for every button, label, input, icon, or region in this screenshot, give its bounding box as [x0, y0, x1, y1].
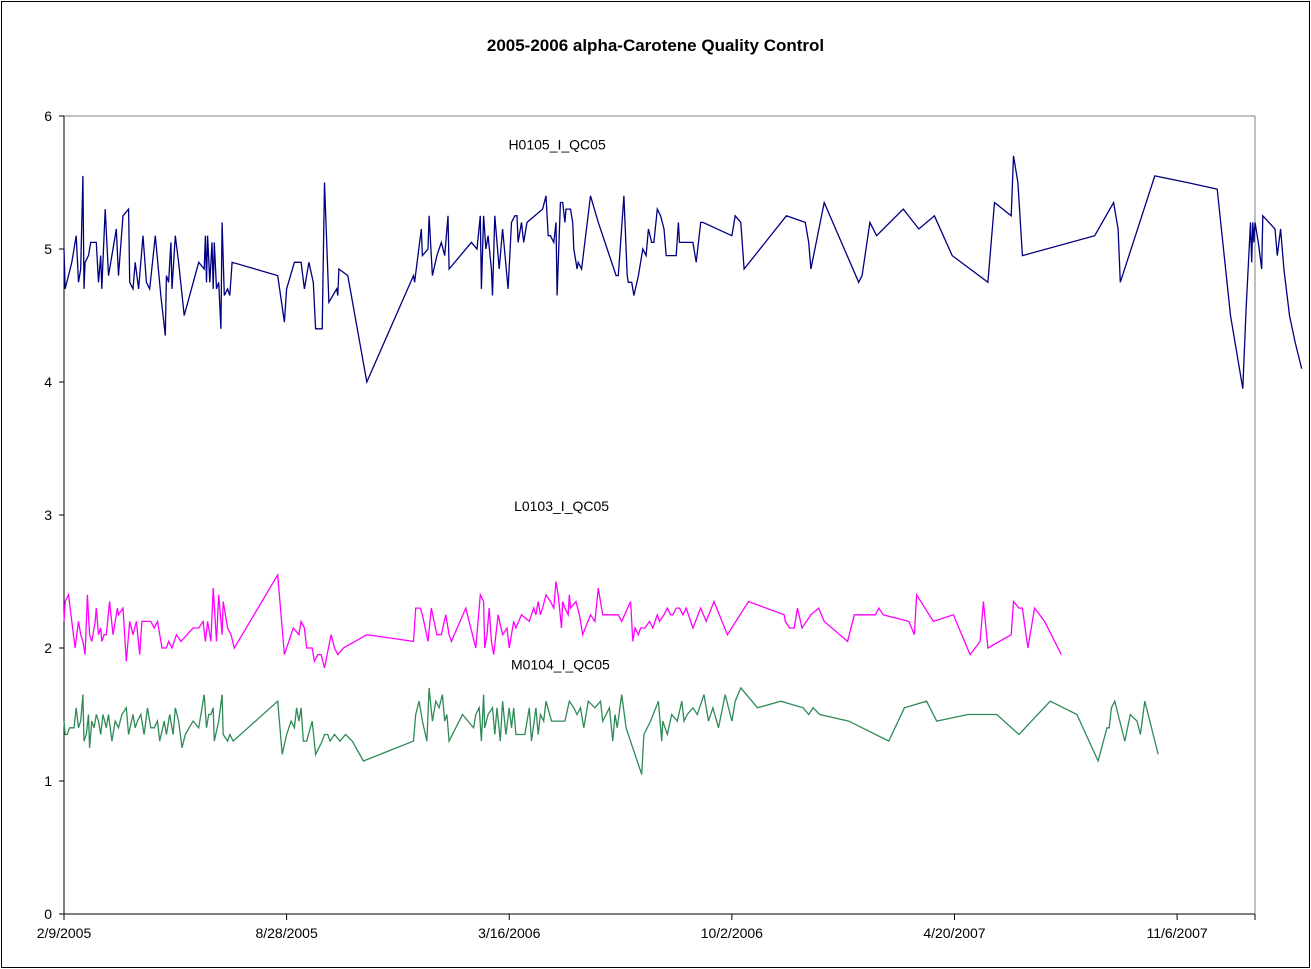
y-tick-label: 5 — [44, 241, 52, 257]
series-labels: H0105_I_QC05 L0103_I_QC05 M0104_I_QC05 — [508, 136, 610, 672]
series-label: L0103_I_QC05 — [514, 498, 609, 514]
chart-title: 2005-2006 alpha-Carotene Quality Control — [486, 36, 825, 55]
series-lines — [63, 155, 1303, 775]
y-tick-label: 3 — [44, 507, 52, 523]
y-tick-label: 4 — [44, 374, 52, 390]
y-tick-label: 1 — [44, 773, 52, 789]
y-tick-label: 0 — [44, 906, 52, 922]
x-tick-label: 4/20/2007 — [923, 925, 985, 941]
axes: 0 1 2 3 4 5 6 2/9/2005 8/28/2005 3/16/2006 10/2/20… — [37, 108, 1256, 941]
series-line — [63, 686, 1159, 775]
series-line — [63, 572, 1062, 669]
x-tick-label: 10/2/2006 — [701, 925, 763, 941]
x-tick-label: 2/9/2005 — [37, 925, 92, 941]
x-tick-label: 8/28/2005 — [255, 925, 317, 941]
series-label: M0104_I_QC05 — [511, 656, 610, 672]
x-tick-label: 11/6/2007 — [1146, 925, 1207, 941]
series-label: H0105_I_QC05 — [508, 136, 606, 152]
series-line — [63, 155, 1303, 389]
y-tick-label: 6 — [44, 108, 52, 124]
x-tick-label: 3/16/2006 — [478, 925, 540, 941]
y-tick-label: 2 — [44, 640, 52, 656]
